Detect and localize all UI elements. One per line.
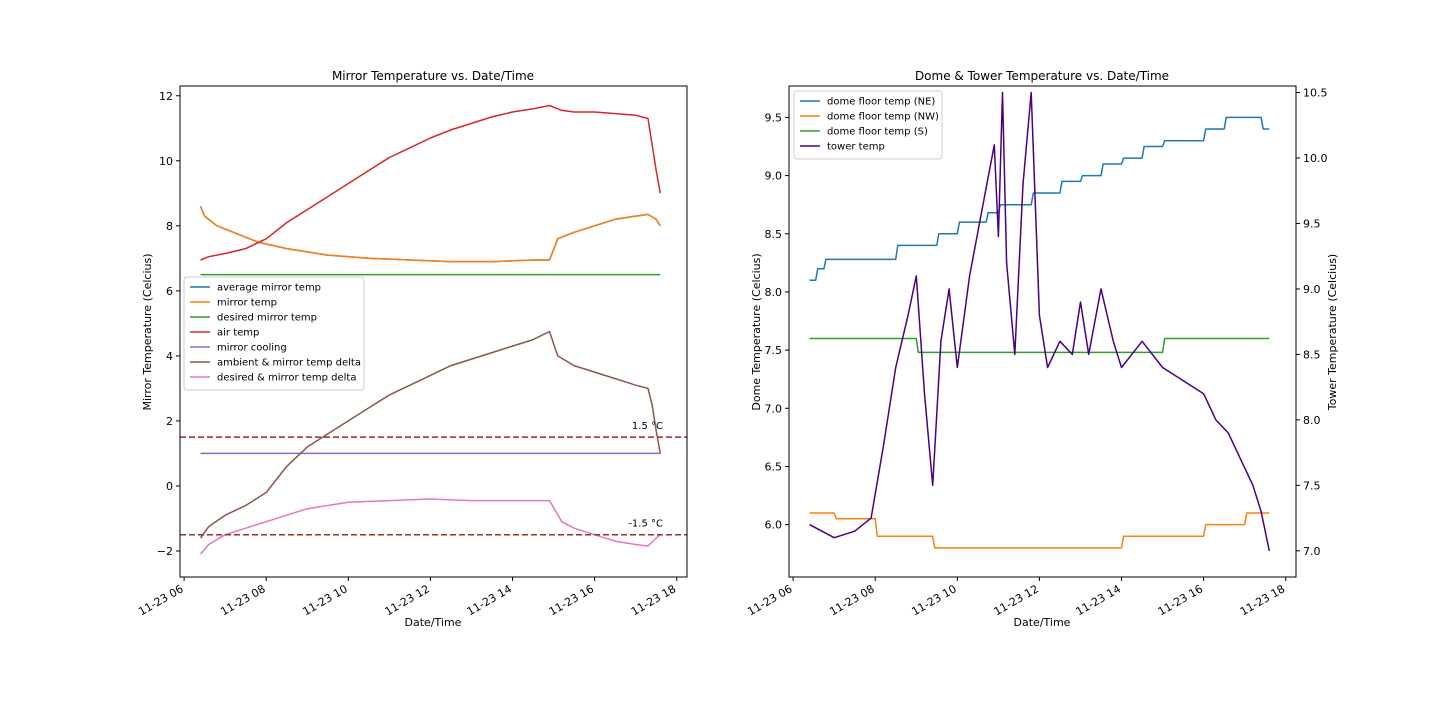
y-tick-label: 0 [166,480,173,493]
y-tick-label: 8.0 [765,286,783,299]
legend-label: mirror cooling [217,343,287,354]
y-tick-label-right: 10.0 [1303,152,1328,165]
y-tick-label-right: 9.5 [1303,217,1321,230]
y-tick-label: 7.5 [765,344,783,357]
y-tick-label: 8.5 [765,228,783,241]
y-tick-label: 9.0 [765,170,783,183]
y-tick-label: 10 [159,155,173,168]
legend: dome floor temp (NE) dome floor temp (NW)… [793,90,943,160]
chart-title: Dome & Tower Temperature vs. Date/Time [915,69,1169,83]
legend-label: tower temp [827,142,885,153]
y-tick-label: 12 [159,90,173,103]
y-tick-label: 7.0 [765,402,783,415]
series-line-mirror-temp [199,206,661,263]
legend-label: dome floor temp (NW) [827,112,939,123]
series-group [199,104,662,555]
series-line-dome-floor-temp-ne [809,116,1270,282]
reference-line-label: 1.5 °C [632,421,663,432]
y-tick-label: 6 [166,285,173,298]
y-tick-label: 2 [166,415,173,428]
legend-label: desired & mirror temp delta [217,373,356,384]
plot-frame [179,85,688,578]
reference-line-label: -1.5 °C [628,519,663,530]
y-tick-label: 9.5 [765,111,783,124]
y-tick-label: 4 [166,350,173,363]
y-tick-label: 8 [166,220,173,233]
legend-box [793,90,943,160]
legend-label: mirror temp [217,298,277,309]
x-axis-label: Date/Time [405,616,462,629]
legend: average mirror temp mirror temp desired mi… [183,276,365,391]
y-axis-label: Mirror Temperature (Celcius) [141,254,154,411]
y-axis-label-left: Dome Temperature (Celcius) [750,253,763,410]
legend-label: desired mirror temp [217,313,317,324]
legend-label: dome floor temp (S) [827,127,928,138]
legend-label: dome floor temp (NE) [827,97,935,108]
y-tick-label: 6.5 [765,460,783,473]
series-line-ambient-mirror-temp-delta [199,330,662,539]
y-tick-label: −2 [157,545,173,558]
series-line-air-temp [200,104,662,261]
y-tick-label-right: 7.0 [1303,545,1321,558]
y-tick-label: 6.0 [765,519,783,532]
series-line-desired-mirror-temp-delta [199,498,661,555]
legend-label: ambient & mirror temp delta [217,358,361,369]
series-line-tower-temp [809,91,1271,551]
y-tick-label-right: 8.0 [1303,414,1321,427]
legend-box [183,276,365,391]
y-tick-label-right: 8.5 [1303,348,1321,361]
y-tick-label-right: 7.5 [1303,479,1321,492]
chart-title: Mirror Temperature vs. Date/Time [332,69,534,83]
y-tick-label-right: 10.5 [1303,87,1328,100]
series-line-dome-floor-temp-nw [809,512,1270,549]
y-axis-label-right: Tower Temperature (Celcius) [1326,254,1339,411]
legend-label: average mirror temp [217,283,321,294]
series-line-dome-floor-temp-s [809,337,1270,354]
series-group [809,91,1271,551]
plot-frame [788,85,1297,578]
legend-label: air temp [217,328,259,339]
x-axis-label: Date/Time [1014,616,1071,629]
y-tick-label-right: 9.0 [1303,283,1321,296]
